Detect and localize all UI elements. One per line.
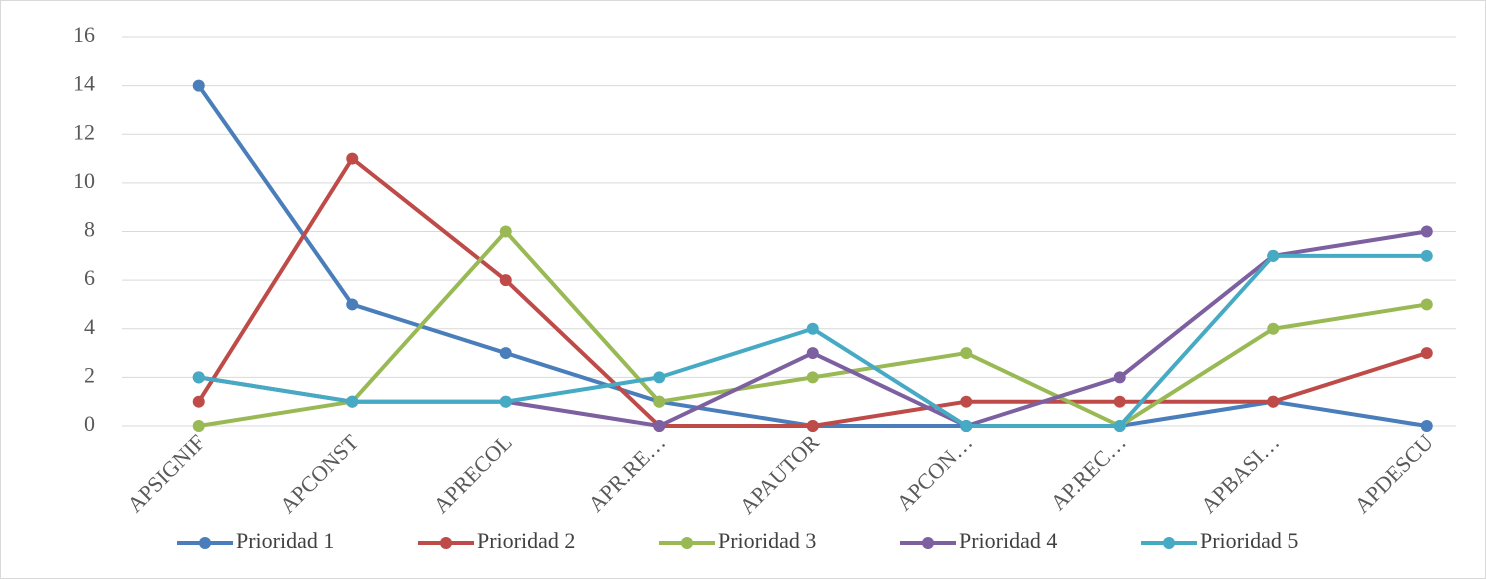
- legend-label: Prioridad 1: [236, 528, 334, 553]
- data-point: [346, 395, 359, 408]
- data-point: [653, 420, 666, 432]
- data-point: [1113, 371, 1126, 384]
- y-tick-label: 6: [84, 265, 95, 290]
- data-point: [499, 274, 512, 287]
- legend-label: Prioridad 2: [477, 528, 575, 553]
- data-point: [1113, 420, 1126, 432]
- legend-marker: [199, 537, 211, 549]
- y-tick-label: 0: [84, 411, 95, 436]
- legend-marker: [440, 537, 452, 549]
- data-point: [499, 395, 512, 408]
- data-point: [806, 371, 819, 384]
- y-tick-label: 10: [73, 168, 95, 193]
- y-tick-label: 4: [84, 314, 95, 339]
- data-point: [653, 371, 666, 384]
- data-point: [499, 225, 512, 238]
- legend-label: Prioridad 5: [1200, 528, 1298, 553]
- data-point: [192, 395, 205, 408]
- y-tick-label: 14: [73, 71, 95, 96]
- data-point: [1267, 249, 1280, 262]
- data-point: [1420, 298, 1433, 311]
- data-point: [1420, 225, 1433, 238]
- data-point: [499, 347, 512, 360]
- data-point: [960, 347, 973, 360]
- legend-marker: [681, 537, 693, 549]
- data-point: [1267, 322, 1280, 335]
- legend-label: Prioridad 4: [959, 528, 1057, 553]
- data-point: [1113, 395, 1126, 408]
- data-point: [346, 152, 359, 165]
- legend-marker: [1163, 537, 1175, 549]
- data-point: [1420, 420, 1433, 432]
- y-tick-label: 2: [84, 362, 95, 387]
- data-point: [806, 347, 819, 360]
- data-point: [1420, 249, 1433, 262]
- data-point: [960, 420, 973, 432]
- y-tick-label: 8: [84, 217, 95, 242]
- legend: Prioridad 1 Prioridad 2 Prioridad 3 Priorid…: [177, 528, 1298, 553]
- y-tick-label: 12: [73, 119, 95, 144]
- y-tick-label: 16: [73, 22, 95, 47]
- data-point: [806, 322, 819, 335]
- data-point: [192, 420, 205, 432]
- data-point: [346, 298, 359, 311]
- data-point: [1267, 395, 1280, 408]
- data-point: [653, 395, 666, 408]
- data-point: [1420, 347, 1433, 360]
- data-point: [192, 79, 205, 92]
- data-point: [192, 371, 205, 384]
- data-point: [806, 420, 819, 432]
- data-point: [960, 395, 973, 408]
- legend-label: Prioridad 3: [718, 528, 816, 553]
- legend-marker: [922, 537, 934, 549]
